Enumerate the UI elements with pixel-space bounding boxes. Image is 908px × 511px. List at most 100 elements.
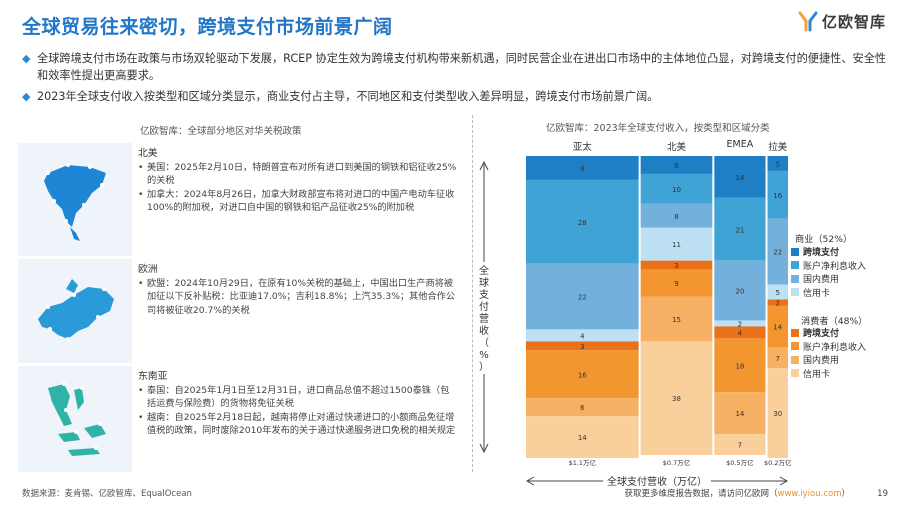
policy-item: 越南：自2025年2月18日起，越南将停止对通过快递进口的小额商品免征增值税的政… — [138, 411, 458, 437]
segment-value-label: 14 — [578, 434, 587, 442]
legend-swatch — [791, 369, 799, 377]
page-title: 全球贸易往来密切，跨境支付市场前景广阔 — [22, 16, 393, 38]
bar-segment — [767, 284, 788, 300]
segment-value-label: 8 — [580, 165, 584, 173]
legend-item: 跨境支付 — [791, 245, 839, 258]
policy-item: 欧盟：2024年10月29日，在原有10%关税的基础上，中国出口生产商将被加征以… — [138, 277, 458, 317]
europe-map-icon — [38, 279, 114, 341]
europe-map — [18, 259, 132, 363]
bar-segment — [714, 326, 766, 339]
category-total-label: $0.7万亿 — [663, 458, 691, 467]
segment-value-label: 16 — [578, 371, 587, 379]
category-label: 亚太 — [572, 142, 592, 153]
bar-segment — [640, 341, 713, 455]
segment-value-label: 6 — [580, 404, 585, 412]
legend-label: 信用卡 — [803, 288, 831, 299]
bar-segment — [767, 170, 788, 219]
bullet-text: 2023年全球支付收入按类型和区域分类显示，商业支付占主导，不同地区和支付类型收… — [37, 90, 659, 103]
segment-value-label: 14 — [735, 174, 744, 182]
category-total-label: $0.2万亿 — [764, 458, 792, 467]
segment-value-label: 20 — [735, 288, 744, 296]
segment-value-label: 18 — [735, 362, 744, 370]
bullet-item: ◆ 2023年全球支付收入按类型和区域分类显示，商业支付占主导，不同地区和支付类… — [22, 88, 890, 105]
bar-segment — [714, 338, 766, 393]
panel-divider — [472, 115, 473, 472]
legend-label: 跨境支付 — [803, 329, 840, 339]
legend-swatch — [791, 288, 799, 296]
segment-value-label: 14 — [773, 323, 782, 331]
legend-label: 跨境支付 — [803, 248, 840, 258]
bar-segment — [640, 260, 713, 270]
segment-value-label: 5 — [776, 160, 780, 168]
footer-cta-end: ） — [841, 489, 850, 499]
category-total-label: $1.1万亿 — [569, 458, 597, 467]
segment-value-label: 8 — [674, 213, 678, 221]
data-source: 数据来源：麦肯锡、亿欧智库、EqualOcean — [22, 489, 192, 499]
footer-link[interactable]: www.iyiou.com — [777, 489, 842, 499]
logo: 亿欧智库 — [797, 10, 886, 32]
bar-segment — [714, 260, 766, 321]
footer-cta-text: 获取更多维度报告数据，请访问亿欧网（ — [624, 489, 778, 499]
legend-label: 信用卡 — [803, 369, 831, 380]
bar-segment — [640, 269, 713, 297]
segment-value-label: 15 — [672, 316, 681, 324]
y-axis-arrow-up — [479, 160, 489, 171]
marimekko-chart: 全球支付营收（%）828224316614$1.1万亿610811391538$… — [475, 156, 792, 489]
x-axis-label: 全球支付营收（万亿） — [607, 475, 707, 488]
category-label: 拉美 — [768, 142, 788, 153]
segment-value-label: 6 — [674, 162, 679, 170]
bar-segment — [767, 299, 788, 306]
segment-value-label: 9 — [674, 280, 678, 288]
policy-item: 泰国：自2025年1月1日至12月31日，进口商品总值不超过1500泰铢（包括运… — [138, 384, 458, 410]
legend-item: 跨境支付 — [791, 326, 839, 339]
diamond-icon: ◆ — [22, 52, 31, 65]
bar-segment — [526, 329, 639, 342]
region-name: 北美 — [138, 148, 158, 159]
bar-segment — [767, 218, 788, 285]
y-axis-arrow-down — [479, 443, 489, 454]
legend-label: 国内费用 — [803, 275, 840, 285]
southeast-asia-map — [18, 366, 132, 472]
legend-swatch — [791, 355, 799, 364]
segment-value-label: 28 — [578, 219, 587, 227]
legend-label: 账户净利息收入 — [803, 342, 867, 353]
segment-value-label: 16 — [773, 192, 782, 200]
category-label: EMEA — [726, 139, 754, 150]
segment-value-label: 5 — [776, 289, 780, 297]
bar-segment — [640, 227, 713, 261]
region-name: 欧洲 — [138, 264, 158, 275]
bar-segment — [640, 296, 713, 342]
x-label-bg — [603, 473, 711, 489]
segment-value-label: 3 — [580, 343, 584, 351]
footer-cta: 获取更多维度报告数据，请访问亿欧网（www.iyiou.com） — [624, 487, 850, 499]
region-north-america: 北美 美国：2025年2月10日，特朗普宣布对所有进口到美国的钢铁和铝征收25%… — [18, 143, 464, 256]
bar-segment — [526, 341, 639, 351]
segment-value-label: 2 — [738, 320, 742, 328]
bar-segment — [767, 347, 788, 369]
segment-value-label: 10 — [672, 186, 681, 194]
y-label-bg — [475, 262, 493, 374]
bar-segment — [640, 156, 713, 174]
segment-value-label: 7 — [776, 355, 780, 363]
segment-value-label: 4 — [580, 332, 585, 340]
bar-segment — [526, 156, 639, 180]
bar-segment — [714, 320, 766, 327]
segment-value-label: 38 — [672, 395, 681, 403]
policy-item: 加拿大：2024年8月26日，加拿大财政部宣布将对进口的中国产电动车征收100%… — [138, 188, 458, 214]
bar-segment — [526, 416, 639, 458]
legend-item: 国内费用 — [791, 272, 839, 285]
legend-swatch — [791, 247, 799, 256]
region-text: 欧洲 欧盟：2024年10月29日，在原有10%关税的基础上，中国出口生产商将被… — [132, 259, 464, 363]
legend-item: 信用卡 — [791, 286, 830, 299]
bar-segment — [526, 350, 639, 399]
left-panel-title: 亿欧智库：全球部分地区对华关税政策 — [140, 126, 302, 137]
segment-value-label: 22 — [773, 249, 782, 257]
legend-label: 账户净利息收入 — [803, 261, 867, 272]
legend-item: 账户净利息收入 — [791, 259, 866, 272]
legend-item: 国内费用 — [791, 353, 839, 366]
bar-segment — [767, 368, 788, 458]
segment-value-label: 4 — [738, 329, 743, 337]
segment-value-label: 30 — [773, 410, 782, 418]
bar-segment — [767, 156, 788, 171]
summary-bullets: ◆ 全球跨境支付市场在政策与市场双轮驱动下发展，RCEP 协定生效为跨境支付机构… — [22, 50, 890, 109]
